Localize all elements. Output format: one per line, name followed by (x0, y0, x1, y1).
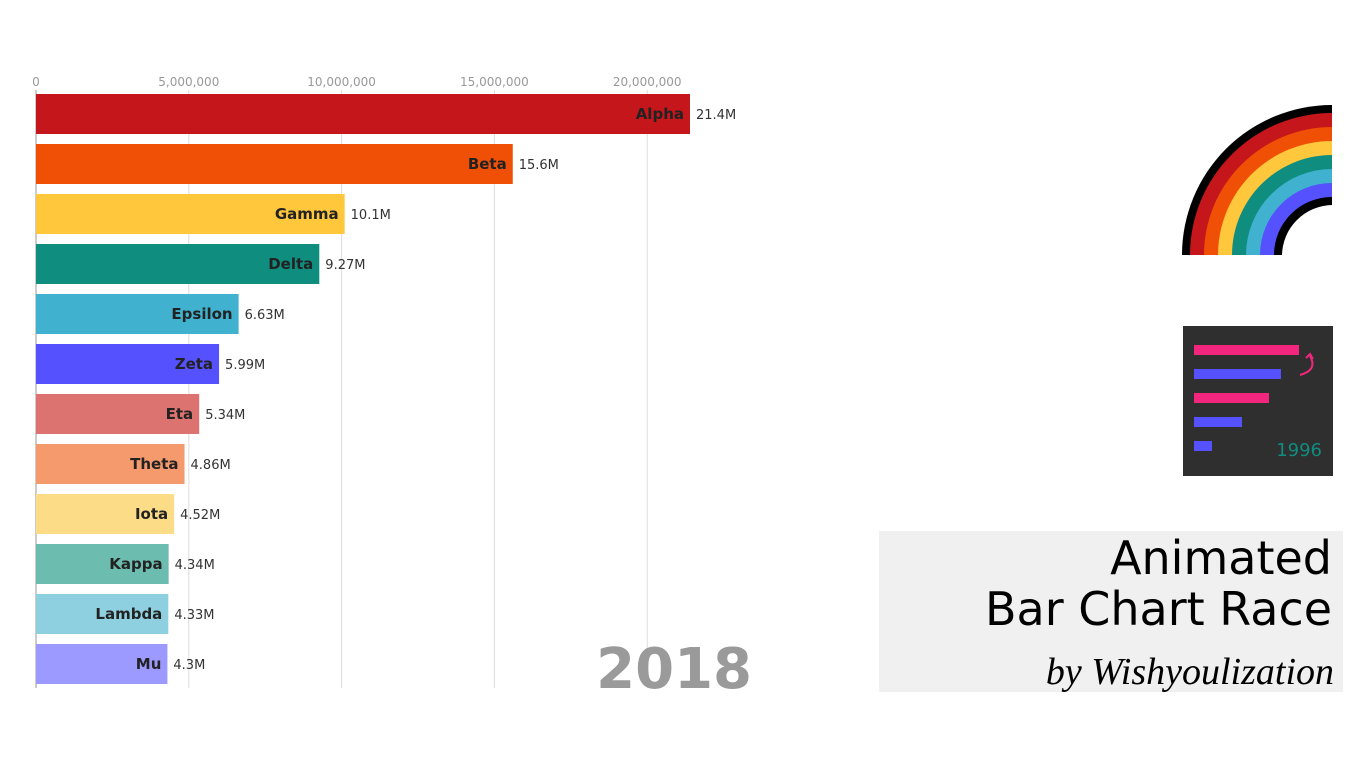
category-label: Kappa (109, 555, 162, 573)
race-logo: 1996 (1183, 326, 1333, 476)
bar (36, 294, 239, 334)
title-line: Bar Chart Race (985, 582, 1332, 636)
category-label: Delta (268, 255, 313, 273)
value-label: 6.63M (245, 308, 285, 323)
bars: Alpha 21.4M Beta 15.6M Gamma 10.1M Delta 9.27M E… (36, 94, 736, 684)
bar (36, 594, 169, 634)
value-label: 4.3M (173, 658, 205, 673)
x-tick-label: 15,000,000 (460, 75, 529, 89)
bar (36, 394, 200, 434)
bar (36, 644, 168, 684)
value-label: 4.34M (175, 558, 215, 573)
category-label: Zeta (175, 355, 213, 373)
value-label: 9.27M (325, 258, 365, 273)
byline: by Wishyoulization (1046, 651, 1334, 693)
bar (36, 194, 345, 234)
x-tick-label: 0 (32, 75, 40, 89)
x-tick-label: 20,000,000 (613, 75, 682, 89)
category-label: Iota (135, 505, 168, 523)
title-box: Animated Bar Chart Race by Wishyoulizati… (879, 531, 1343, 693)
category-label: Alpha (636, 105, 684, 123)
value-label: 15.6M (519, 158, 559, 173)
rainbow-logo (1182, 105, 1333, 256)
bar (36, 144, 513, 184)
value-label: 5.99M (225, 358, 265, 373)
grid: 0 5,000,000 10,000,000 15,000,000 20,000,000 (32, 75, 682, 688)
x-tick-label: 5,000,000 (158, 75, 219, 89)
value-label: 4.33M (174, 608, 214, 623)
bar (36, 444, 185, 484)
category-label: Eta (166, 405, 194, 423)
category-label: Gamma (275, 205, 339, 223)
value-label: 5.34M (205, 408, 245, 423)
category-label: Lambda (95, 605, 162, 623)
logo-year: 1996 (1276, 440, 1322, 461)
year-label: 2018 (596, 637, 752, 702)
bar (36, 344, 220, 384)
x-tick-label: 10,000,000 (307, 75, 376, 89)
value-label: 4.52M (180, 508, 220, 523)
category-label: Epsilon (171, 305, 232, 323)
category-label: Theta (130, 455, 178, 473)
category-label: Beta (468, 155, 507, 173)
category-label: Mu (136, 655, 162, 673)
value-label: 21.4M (696, 108, 736, 123)
bar (36, 494, 175, 534)
bar (36, 544, 169, 584)
bar (36, 94, 690, 134)
bar (36, 244, 320, 284)
title-line: Animated (1110, 531, 1332, 585)
value-label: 10.1M (351, 208, 391, 223)
value-label: 4.86M (191, 458, 231, 473)
